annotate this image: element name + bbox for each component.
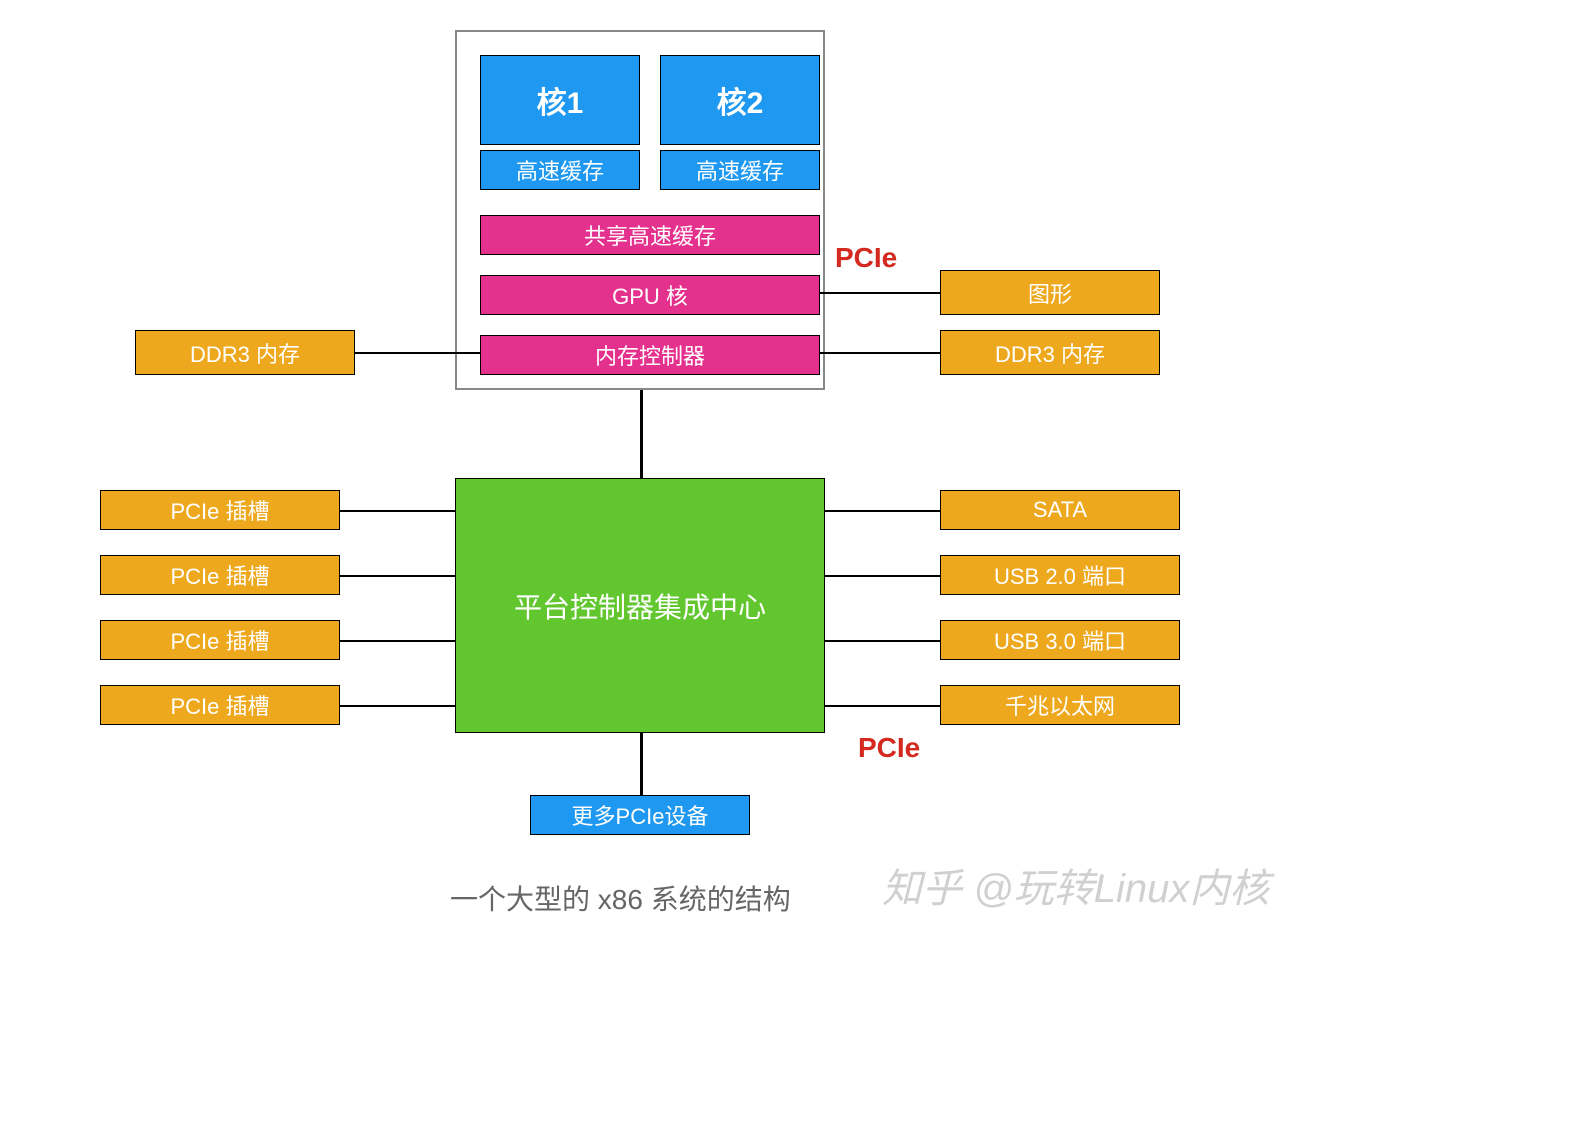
cache2-label: 高速缓存: [696, 154, 784, 186]
connector-line: [340, 575, 455, 577]
connector-line: [340, 705, 455, 707]
connector-line: [340, 510, 455, 512]
pcie-slot-box: PCIe 插槽: [100, 620, 340, 660]
watermark-text: 知乎 @玩转Linux内核: [882, 867, 1269, 911]
usb2-label: USB 2.0 端口: [994, 559, 1126, 591]
connector-line: [340, 640, 455, 642]
more-pcie-label: 更多PCIe设备: [572, 799, 709, 831]
gpu-core-box: GPU 核: [480, 275, 820, 315]
shared-cache-box: 共享高速缓存: [480, 215, 820, 255]
ddr3-right-label: DDR3 内存: [995, 337, 1105, 369]
cache2-box: 高速缓存: [660, 150, 820, 190]
ddr3-left-box: DDR3 内存: [135, 330, 355, 375]
pcie-slot-label: PCIe 插槽: [170, 559, 269, 591]
pcie-slot-label: PCIe 插槽: [170, 624, 269, 656]
pcie-label-bottom-text: PCIe: [858, 732, 920, 763]
ddr3-right-box: DDR3 内存: [940, 330, 1160, 375]
ddr3-left-label: DDR3 内存: [190, 337, 300, 369]
core2-box: 核2: [660, 55, 820, 145]
connector-line: [825, 705, 940, 707]
diagram-canvas: 核1 核2 高速缓存 高速缓存 共享高速缓存 GPU 核 内存控制器 DDR3 …: [0, 0, 1578, 1140]
connector-line: [825, 510, 940, 512]
pch-box: 平台控制器集成中心: [455, 478, 825, 733]
pcie-slot-box: PCIe 插槽: [100, 685, 340, 725]
connector-line: [825, 575, 940, 577]
caption-text: 一个大型的 x86 系统的结构: [450, 884, 791, 915]
pcie-label-top: PCIe: [835, 242, 897, 274]
cache1-box: 高速缓存: [480, 150, 640, 190]
gig-eth-label: 千兆以太网: [1005, 689, 1115, 721]
pcie-slot-label: PCIe 插槽: [170, 494, 269, 526]
watermark: 知乎 @玩转Linux内核: [882, 856, 1269, 914]
mem-ctrl-label: 内存控制器: [595, 339, 705, 371]
more-pcie-box: 更多PCIe设备: [530, 795, 750, 835]
cache1-label: 高速缓存: [516, 154, 604, 186]
connector-line: [825, 640, 940, 642]
sata-label: SATA: [1033, 497, 1087, 523]
shared-cache-label: 共享高速缓存: [584, 219, 716, 251]
pcie-label-top-text: PCIe: [835, 242, 897, 273]
sata-box: SATA: [940, 490, 1180, 530]
pcie-slot-label: PCIe 插槽: [170, 689, 269, 721]
connector-line: [640, 733, 643, 795]
connector-line: [820, 352, 940, 354]
connector-line: [820, 292, 940, 294]
graphics-label: 图形: [1028, 277, 1072, 309]
pch-label: 平台控制器集成中心: [514, 586, 766, 626]
usb3-label: USB 3.0 端口: [994, 624, 1126, 656]
core1-box: 核1: [480, 55, 640, 145]
gig-eth-box: 千兆以太网: [940, 685, 1180, 725]
pcie-label-bottom: PCIe: [858, 732, 920, 764]
connector-line: [355, 352, 480, 354]
connector-line: [640, 390, 643, 478]
core2-label: 核2: [717, 78, 764, 122]
graphics-box: 图形: [940, 270, 1160, 315]
usb2-box: USB 2.0 端口: [940, 555, 1180, 595]
pcie-slot-box: PCIe 插槽: [100, 555, 340, 595]
pcie-slot-box: PCIe 插槽: [100, 490, 340, 530]
usb3-box: USB 3.0 端口: [940, 620, 1180, 660]
gpu-core-label: GPU 核: [612, 279, 688, 311]
mem-ctrl-box: 内存控制器: [480, 335, 820, 375]
core1-label: 核1: [537, 78, 584, 122]
diagram-caption: 一个大型的 x86 系统的结构: [450, 878, 791, 918]
